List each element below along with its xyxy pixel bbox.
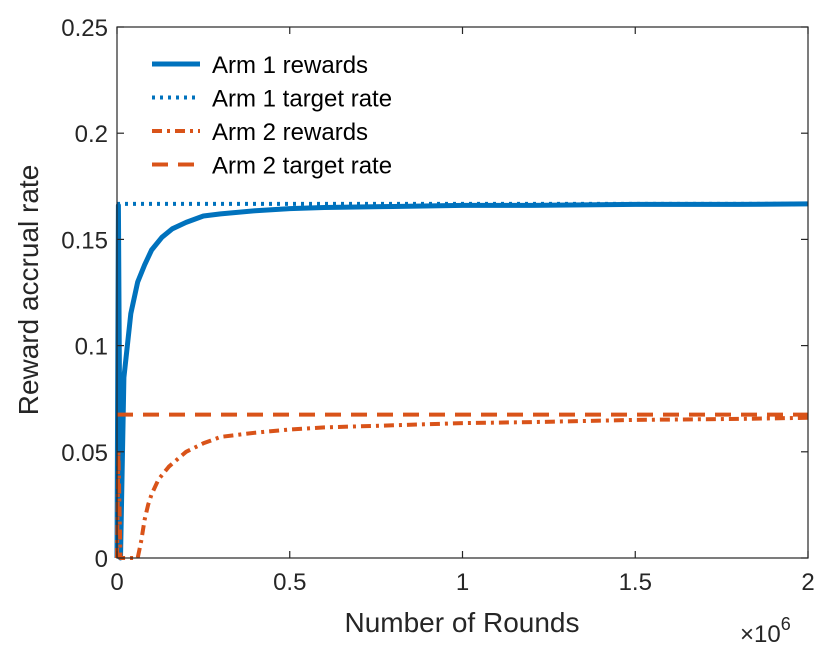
y-tick-label: 0.2 bbox=[75, 121, 108, 148]
y-axis-title: Reward accrual rate bbox=[13, 165, 44, 416]
series-line-1 bbox=[114, 201, 809, 561]
plot-area bbox=[117, 27, 808, 558]
x-axis-title: Number of Rounds bbox=[344, 607, 579, 638]
x-tick-label: 2 bbox=[801, 569, 814, 596]
plot-background bbox=[117, 27, 808, 558]
y-tick-label: 0.15 bbox=[61, 227, 108, 254]
legend-label-1: Arm 1 rewards bbox=[212, 52, 368, 79]
y-tick-label: 0 bbox=[95, 546, 108, 573]
series-line-3 bbox=[115, 415, 809, 560]
y-tick-label: 0.05 bbox=[61, 440, 108, 467]
x-tick-label: 1.5 bbox=[619, 569, 652, 596]
x-tick-label: 0 bbox=[110, 569, 123, 596]
ticks-layer: 0 0.5 1 1.5 2 0 0.05 0.1 0.15 0.2 0.25 bbox=[61, 15, 814, 596]
x-multiplier-label: ×106 bbox=[740, 614, 791, 648]
series-layer bbox=[114, 201, 809, 561]
legend-label-3: Arm 2 rewards bbox=[212, 119, 368, 146]
y-tick-label: 0.1 bbox=[75, 334, 108, 361]
legend: Arm 1 rewards Arm 1 target rate Arm 2 rewa… bbox=[152, 52, 392, 180]
y-tick-label: 0.25 bbox=[61, 15, 108, 42]
x-tick-label: 1 bbox=[456, 569, 469, 596]
legend-label-4: Arm 2 target rate bbox=[212, 153, 392, 180]
x-tick-label: 0.5 bbox=[273, 569, 306, 596]
legend-label-2: Arm 1 target rate bbox=[212, 86, 392, 113]
